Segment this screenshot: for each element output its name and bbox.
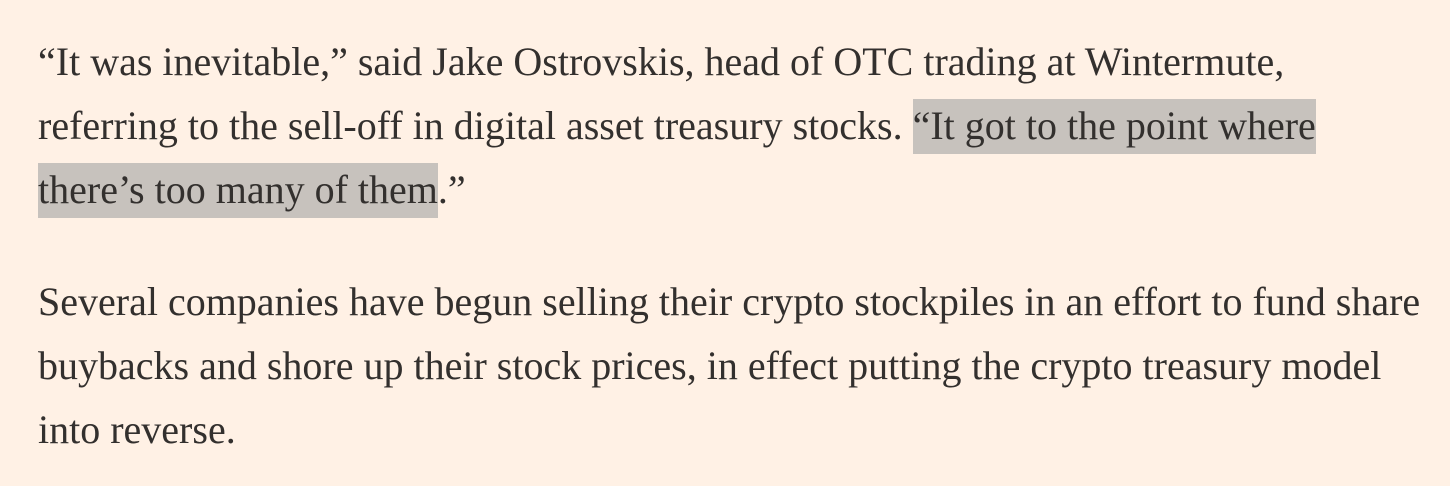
quote-closing: .” bbox=[437, 167, 466, 212]
quote-text: “It was inevitable,” said Jake Ostrovski… bbox=[38, 39, 1285, 148]
paragraph-body: Several companies have begun selling the… bbox=[38, 279, 1421, 452]
article-body: “It was inevitable,” said Jake Ostrovski… bbox=[38, 30, 1428, 462]
paragraph-quote: “It was inevitable,” said Jake Ostrovski… bbox=[38, 30, 1428, 222]
